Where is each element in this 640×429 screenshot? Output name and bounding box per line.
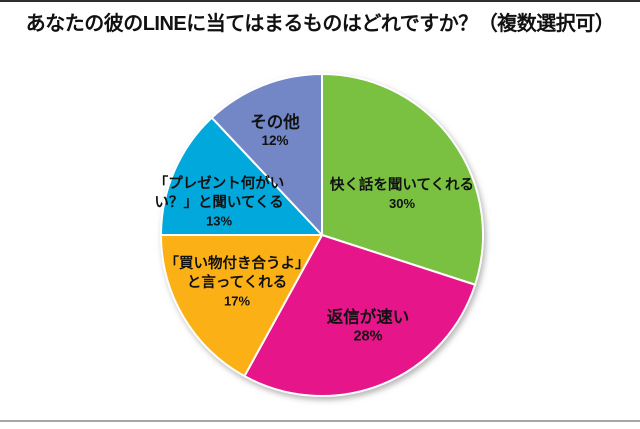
slice-label: その他: [250, 111, 300, 131]
pie-slices-group: [160, 73, 484, 397]
pie-slice-5: [210, 73, 323, 236]
pie-slice-1: [321, 73, 484, 286]
slice-label: 「プレゼント何がい: [154, 174, 285, 192]
slice-label: と言ってくれる: [187, 273, 287, 291]
chart-title: あなたの彼のLINEに当てはまるものはどれですか？（複数選択可）: [25, 13, 615, 35]
slice-label: い？」と聞いてくる: [154, 194, 283, 211]
slice-pct-label: 30%: [389, 196, 415, 211]
pie-labels-group: 快く話を聞いてくれる 30% 返信が速い 28% 「買い物付き合うよ」と言ってくれる 17…: [154, 111, 474, 344]
pie-slice-3: [160, 234, 323, 378]
bottom-divider: [0, 420, 640, 422]
slice-label: 返信が速い: [327, 306, 410, 326]
slice-pct-label: 12%: [261, 133, 288, 148]
slice-pct-label: 17%: [224, 294, 250, 309]
slice-label: 「買い物付き合うよ」: [165, 254, 310, 272]
pie-slice-4: [160, 116, 323, 236]
top-border: [0, 0, 640, 2]
slice-pct-label: 13%: [206, 214, 232, 229]
slice-pct-label: 28%: [353, 329, 382, 345]
slice-label: 快く話を聞いてくれる: [330, 176, 474, 194]
pie-slice-2: [243, 234, 477, 397]
